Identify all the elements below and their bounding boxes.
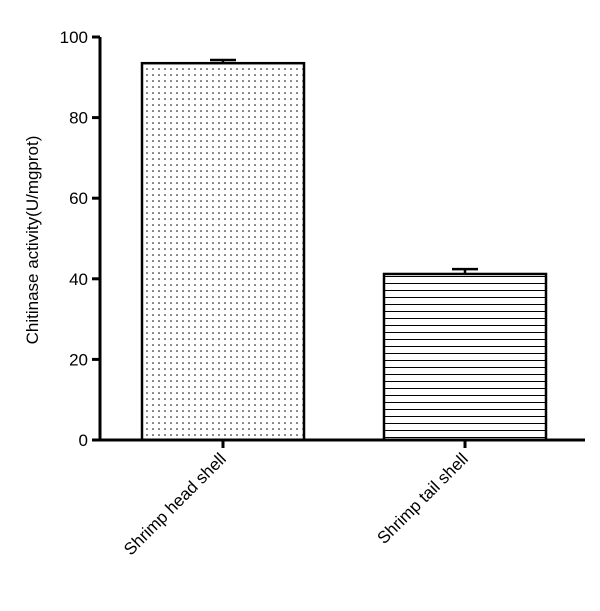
y-tick-label: 20 (69, 350, 88, 369)
y-tick-label: 80 (69, 109, 88, 128)
bar (382, 272, 548, 442)
y-axis-label: Chitinase activity(U/mgprot) (23, 136, 42, 345)
y-tick-label: 0 (79, 431, 88, 450)
y-tick-label: 100 (60, 28, 88, 47)
y-tick-label: 60 (69, 189, 88, 208)
y-tick-label: 40 (69, 270, 88, 289)
bar (140, 61, 306, 442)
x-tick-label: Shrimp head shell (120, 449, 230, 559)
x-tick-label: Shrimp tail shell (374, 449, 472, 547)
